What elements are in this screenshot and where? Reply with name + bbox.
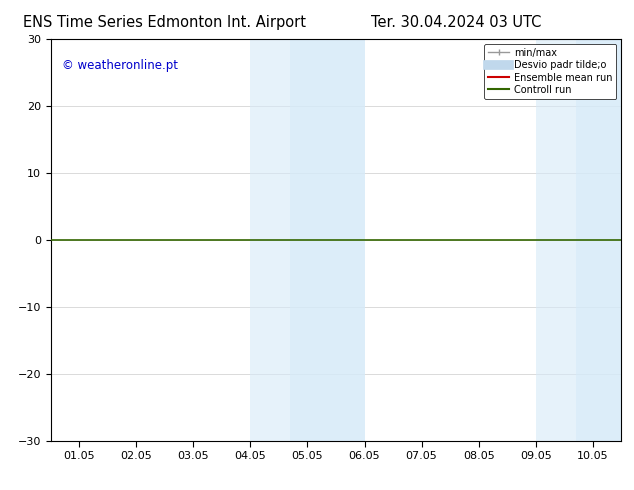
Bar: [250, 39, 290, 441]
Bar: [536, 39, 576, 441]
Bar: [576, 39, 621, 441]
Text: ENS Time Series Edmonton Int. Airport: ENS Time Series Edmonton Int. Airport: [23, 15, 306, 30]
Bar: [290, 39, 365, 441]
Text: © weatheronline.pt: © weatheronline.pt: [62, 59, 178, 73]
Text: Ter. 30.04.2024 03 UTC: Ter. 30.04.2024 03 UTC: [372, 15, 541, 30]
Legend: min/max, Desvio padr tilde;o, Ensemble mean run, Controll run: min/max, Desvio padr tilde;o, Ensemble m…: [484, 44, 616, 99]
